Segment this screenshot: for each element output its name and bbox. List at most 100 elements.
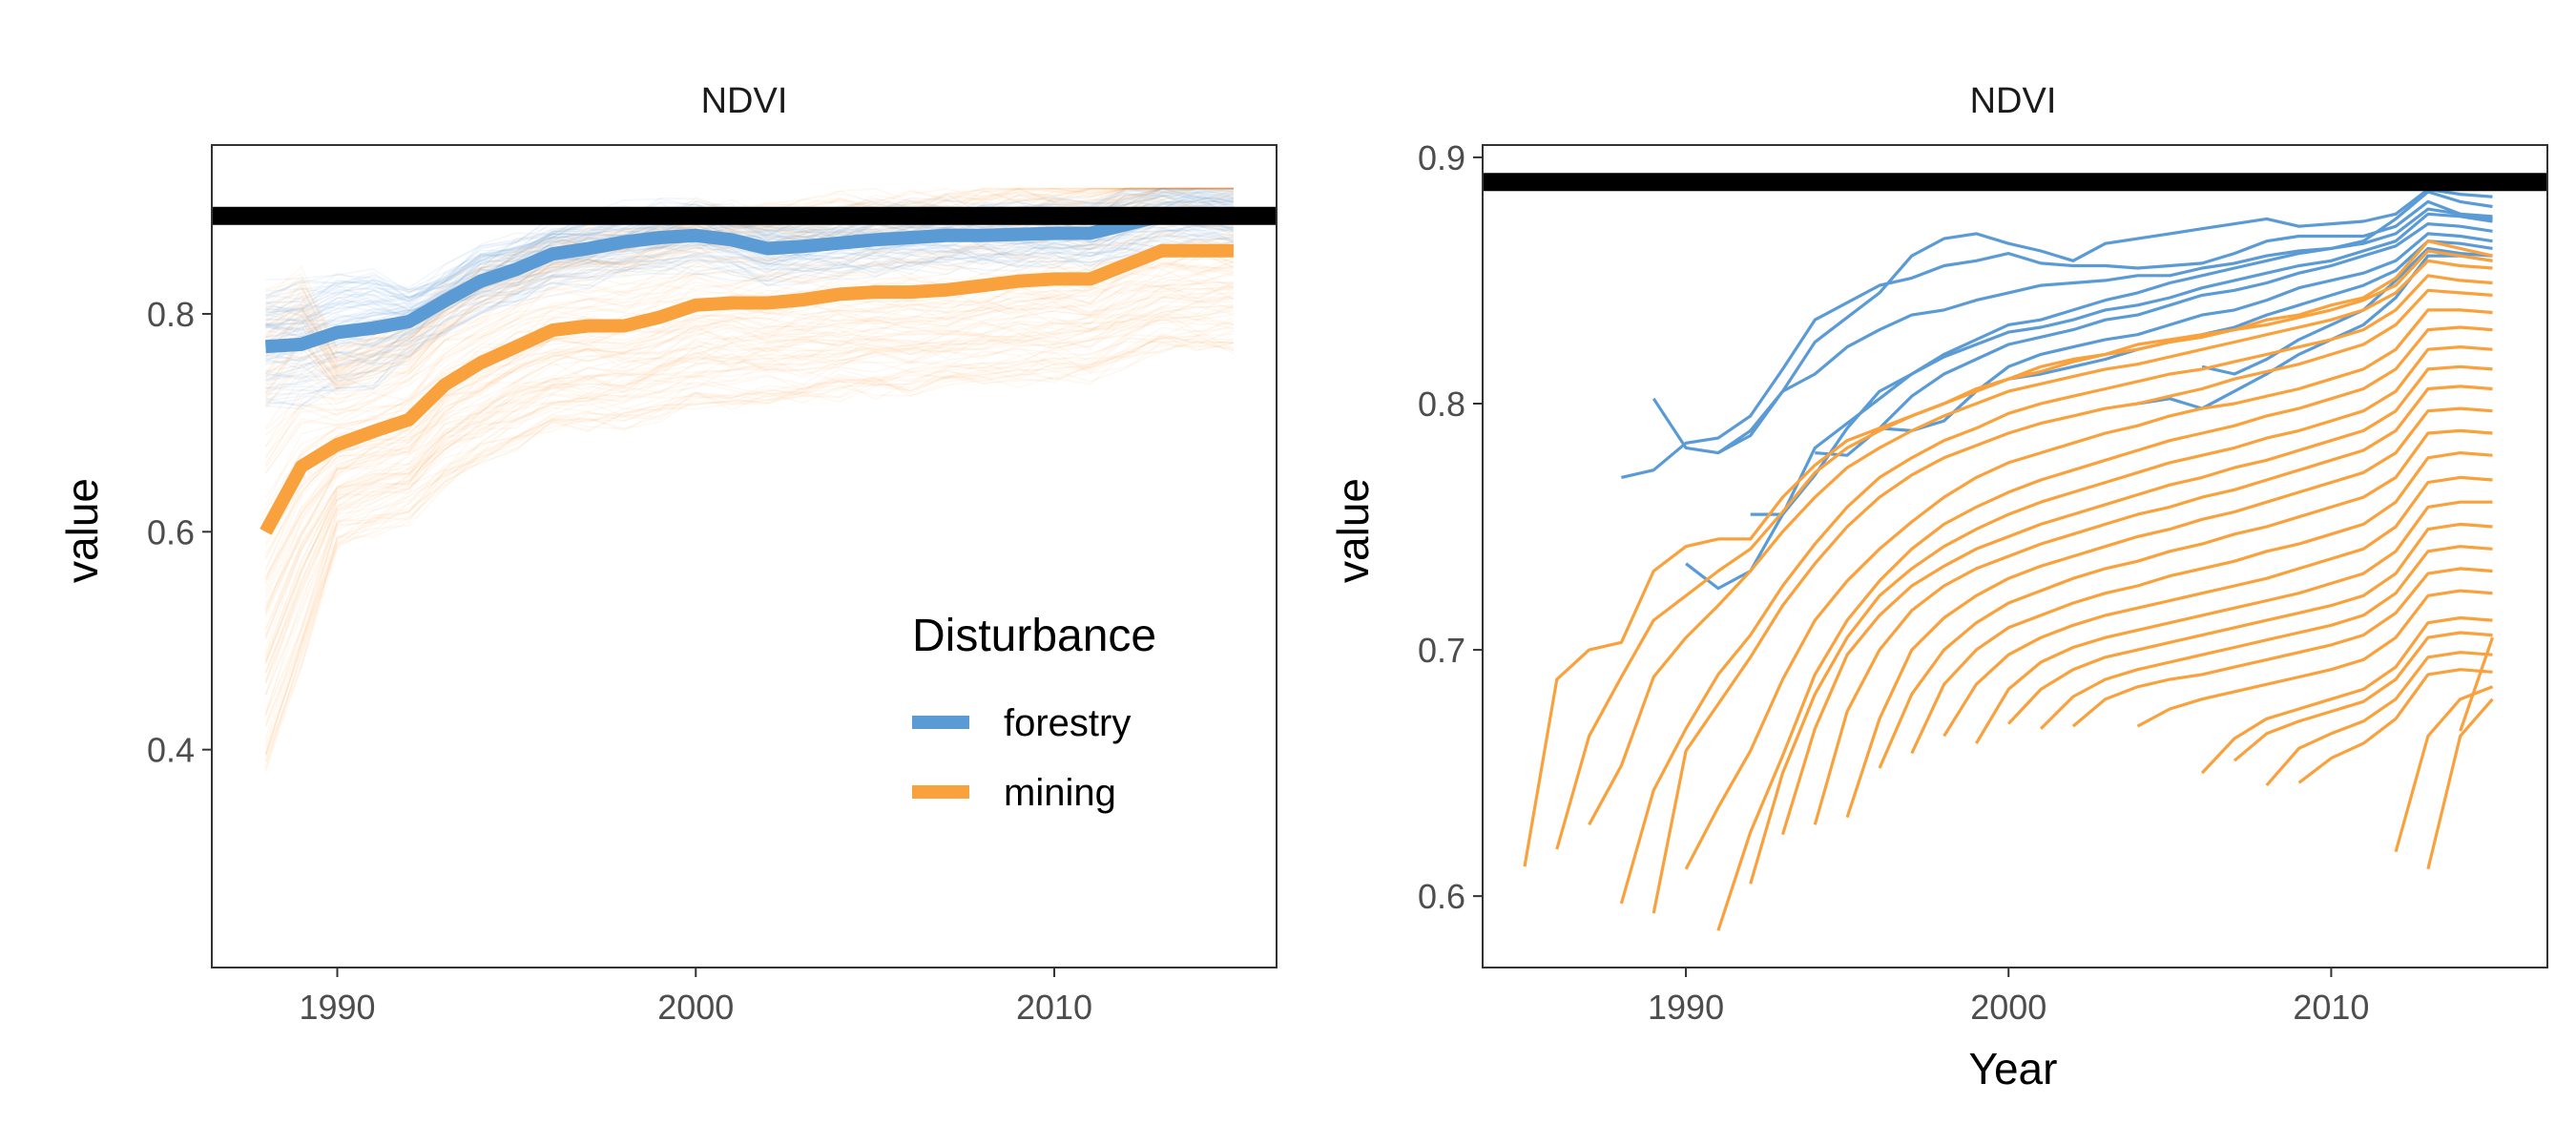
- left-mean-line-mining: [260, 243, 1234, 535]
- mining-background-line: [264, 323, 1235, 724]
- left-mean-lines: [260, 209, 1235, 535]
- mining-background-line: [264, 311, 1235, 713]
- right-panel-frame: [1482, 144, 2548, 968]
- forestry-background-line: [265, 218, 1235, 378]
- mining-background-line: [264, 187, 1234, 375]
- right-line-forestry-8: [2137, 254, 2493, 410]
- mining-background-line: [264, 216, 1235, 465]
- mining-background-line: [264, 329, 1235, 749]
- right-line-forestry-7: [2007, 239, 2493, 381]
- mining-background-line: [264, 282, 1235, 639]
- mining-background-line: [264, 305, 1235, 684]
- mining-background-line: [264, 214, 1234, 467]
- mining-background-line: [264, 319, 1235, 696]
- right-line-mining-27: [2071, 567, 2493, 728]
- mining-background-line: [264, 289, 1235, 664]
- left-x-tick-label-1990: 1990: [299, 988, 375, 1027]
- mining-background-line: [264, 310, 1235, 684]
- right-y-axis-title: value: [1328, 478, 1378, 583]
- mining-background-line: [264, 343, 1234, 761]
- mining-background-line: [264, 281, 1235, 631]
- mining-background-line: [264, 230, 1235, 507]
- mining-background-line: [264, 341, 1235, 758]
- forestry-background-line: [265, 238, 1235, 406]
- mining-background-line: [264, 219, 1234, 458]
- forestry-background-line: [265, 232, 1234, 393]
- forestry-background-line: [265, 235, 1234, 408]
- mining-background-line: [264, 193, 1234, 406]
- mining-background-line: [265, 187, 1234, 389]
- right-line-mining-29: [2200, 615, 2493, 775]
- right-line-forestry-3: [1685, 207, 2493, 591]
- mining-background-line: [264, 308, 1235, 696]
- right-line-mining-21: [1878, 428, 2493, 769]
- forestry-background-line: [265, 221, 1234, 365]
- mining-background-line: [264, 256, 1234, 572]
- mining-background-line: [264, 263, 1234, 577]
- mining-background-line: [264, 257, 1235, 555]
- right-panel: NDVI value Year 1990 2000 2010 0.60.70.80.…: [1328, 81, 2548, 1093]
- mining-background-line: [264, 335, 1235, 755]
- left-y-axis: 0.4 0.6 0.8: [147, 295, 212, 770]
- mining-background-line: [264, 263, 1235, 584]
- forestry-background-line: [265, 224, 1234, 381]
- right-y-tick-label-0.9: 0.9: [1418, 138, 1465, 177]
- mining-background-line: [264, 305, 1234, 656]
- mining-background-line: [264, 336, 1234, 739]
- mining-background-line: [264, 224, 1235, 473]
- right-line-forestry-9: [2201, 246, 2493, 376]
- left-x-tick-label-2010: 2010: [1016, 988, 1092, 1027]
- forestry-background-line: [265, 219, 1235, 381]
- mining-background-line: [264, 211, 1234, 448]
- right-line-mining-22: [1910, 451, 2493, 755]
- mining-background-line: [264, 268, 1234, 609]
- mining-background-line: [264, 209, 1235, 448]
- mining-background-line: [264, 187, 1234, 362]
- mining-background-line: [264, 261, 1235, 580]
- right-line-forestry-5: [1815, 222, 2493, 457]
- left-y-tick-label-0.8: 0.8: [147, 295, 195, 334]
- mining-background-line: [264, 281, 1235, 630]
- mining-background-line: [264, 272, 1235, 595]
- mining-background-line: [264, 335, 1234, 727]
- right-line-mining-31: [2265, 651, 2493, 787]
- forestry-background-line: [265, 237, 1235, 406]
- right-panel-title: NDVI: [1970, 81, 2057, 121]
- legend-label-mining: mining: [1004, 772, 1116, 814]
- right-line-mining-26: [2039, 545, 2493, 730]
- mining-background-line: [264, 295, 1235, 674]
- left-x-tick-label-2000: 2000: [657, 988, 734, 1027]
- mining-background-line: [265, 187, 1234, 370]
- mining-background-line: [264, 252, 1235, 560]
- mining-background-line: [264, 265, 1235, 591]
- mining-background-line: [264, 292, 1235, 663]
- mining-background-line: [264, 329, 1235, 756]
- mining-background-line: [264, 221, 1235, 474]
- mining-background-line: [264, 286, 1234, 605]
- forestry-background-line: [265, 246, 1234, 402]
- right-y-tick-label-0.6: 0.6: [1418, 877, 1465, 916]
- right-line-forestry-1: [1717, 187, 2493, 455]
- mining-background-line: [264, 316, 1235, 716]
- mining-background-line: [264, 187, 1234, 378]
- left-panel: NDVI value 1990 2000 2010 0.4 0.6 0.8 Distur…: [57, 81, 1278, 1027]
- mining-background-line: [264, 187, 1234, 376]
- forestry-background-line: [265, 228, 1235, 364]
- mining-background-line: [264, 334, 1235, 771]
- mining-background-line: [264, 265, 1234, 585]
- right-line-mining-28: [2136, 589, 2493, 728]
- forestry-background-line: [265, 222, 1234, 364]
- right-line-mining-11: [1555, 249, 2493, 850]
- right-line-mining-24: [1975, 500, 2493, 744]
- forestry-background-line: [265, 236, 1235, 401]
- left-y-tick-label-0.6: 0.6: [147, 512, 195, 552]
- mining-background-line: [264, 262, 1234, 581]
- mining-background-line: [264, 278, 1235, 599]
- right-line-mining-19: [1813, 385, 2493, 825]
- legend-title: Disturbance: [912, 611, 1156, 661]
- right-plot-area: [1523, 187, 2495, 931]
- mining-background-line: [264, 273, 1235, 614]
- right-line-mining-32: [2297, 668, 2493, 784]
- legend-label-forestry: forestry: [1004, 702, 1131, 744]
- right-line-mining-30: [2233, 631, 2493, 762]
